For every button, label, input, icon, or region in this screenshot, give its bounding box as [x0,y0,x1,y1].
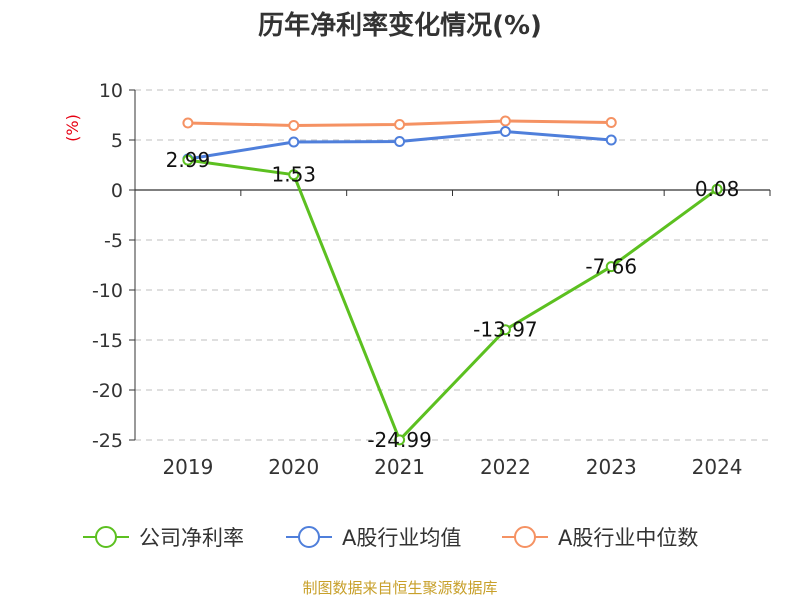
data-point [605,261,617,273]
x-tick-label: 2022 [480,455,531,479]
y-axis-label: (%) [63,114,82,142]
data-label: 0.08 [695,177,740,201]
data-point [711,183,723,195]
data-point [394,136,406,147]
y-tick-label: -25 [92,430,123,452]
legend-label: 公司净利率 [139,526,244,550]
y-tick-label: 10 [99,80,123,102]
series-lines [182,115,723,446]
data-point [499,126,511,137]
y-tick-label: 5 [111,130,123,152]
y-tick-label: -20 [92,380,123,402]
chart-title: 历年净利率变化情况(%) [258,10,542,41]
grid-lines [135,89,770,441]
y-tick-label: 0 [111,180,123,202]
x-tick-label: 2020 [268,455,319,479]
y-tick-label: -15 [92,330,123,352]
data-point [605,117,617,128]
legend: 公司净利率 A股行业均值 A股行业中位数 [83,526,698,550]
x-tick-label: 2021 [374,455,425,479]
data-label: -24.99 [367,428,431,452]
data-label: -7.66 [585,255,637,279]
data-point [288,120,300,131]
legend-label: A股行业中位数 [558,526,698,550]
data-point [182,154,194,166]
x-tick-label: 2023 [586,455,637,479]
source-note: 制图数据来自恒生聚源数据库 [302,579,497,597]
data-label: 2.99 [166,148,211,172]
data-point [182,117,194,129]
y-tick-label: -5 [104,230,123,252]
data-point [288,136,300,148]
legend-marker [298,526,320,548]
data-point [499,115,511,127]
legend-marker [95,526,117,548]
data-point [394,434,406,446]
data-label: 1.53 [271,163,316,187]
data-point [499,324,511,336]
data-labels: 2.99 1.53 -24.99 -13.97 -7.66 0.08 [166,148,740,452]
x-tick-label: 2019 [162,455,213,479]
series-line [187,158,718,442]
data-point [288,169,300,181]
x-tick-label: 2024 [692,455,743,479]
data-label: -13.97 [473,318,537,342]
axes: 10 5 0 -5 -10 -15 -20 -25 2019 2020 2021 2022 2023 20… [92,80,771,479]
legend-marker [514,526,536,548]
y-tick-label: -10 [92,280,123,302]
legend-label: A股行业均值 [342,526,461,550]
data-point [605,134,617,146]
data-point [394,119,406,130]
